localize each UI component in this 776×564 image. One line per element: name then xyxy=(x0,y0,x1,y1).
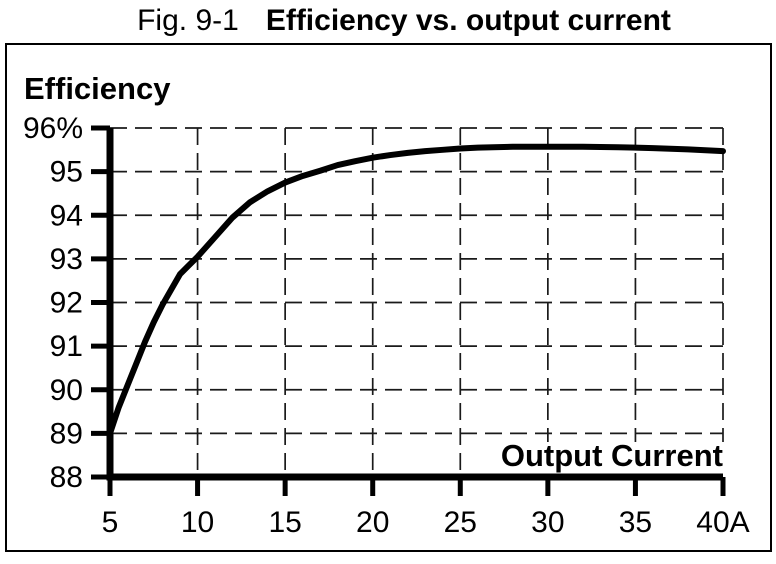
x-tick-label: 5 xyxy=(102,506,119,539)
chart-frame: 88 89 90 91 92 93 94 95 96% 5 10 15 20 25 30 35 40A Outp… xyxy=(5,43,772,552)
x-axis-title-backdrop xyxy=(465,442,729,471)
x-tick-label: 35 xyxy=(619,506,652,539)
y-tick-label: 94 xyxy=(50,199,83,232)
y-tick-label: 95 xyxy=(50,156,83,189)
y-tick-label: 91 xyxy=(50,330,83,363)
x-tick-label: 25 xyxy=(444,506,477,539)
x-tick-label: 20 xyxy=(356,506,389,539)
y-tick-label: 89 xyxy=(50,417,83,450)
figure-title-text: Efficiency vs. output current xyxy=(265,4,671,37)
y-tick-label: 93 xyxy=(50,243,83,276)
x-tick-label: 30 xyxy=(531,506,564,539)
plot-generated-layer: 88 89 90 91 92 93 94 95 96% 5 10 15 20 25 30 35 40A xyxy=(23,112,750,539)
y-tick-label: 90 xyxy=(50,374,83,407)
x-tick-label: 15 xyxy=(268,506,301,539)
y-axis-title: Efficiency xyxy=(24,71,171,106)
y-tick-label: 88 xyxy=(50,461,83,494)
figure-number: Fig. 9-1 xyxy=(137,4,239,37)
x-axis-title: Output Current xyxy=(501,438,723,473)
efficiency-vs-current-plot: 88 89 90 91 92 93 94 95 96% 5 10 15 20 25 30 35 40A Outp… xyxy=(23,71,750,539)
x-tick-label: 10 xyxy=(181,506,214,539)
y-tick-label: 96% xyxy=(23,112,83,145)
x-tick-label: 40A xyxy=(696,506,749,539)
efficiency-curve xyxy=(107,143,726,437)
figure-title: Fig. 9-1 Efficiency vs. output current xyxy=(16,2,776,42)
y-tick-label: 92 xyxy=(50,287,83,320)
